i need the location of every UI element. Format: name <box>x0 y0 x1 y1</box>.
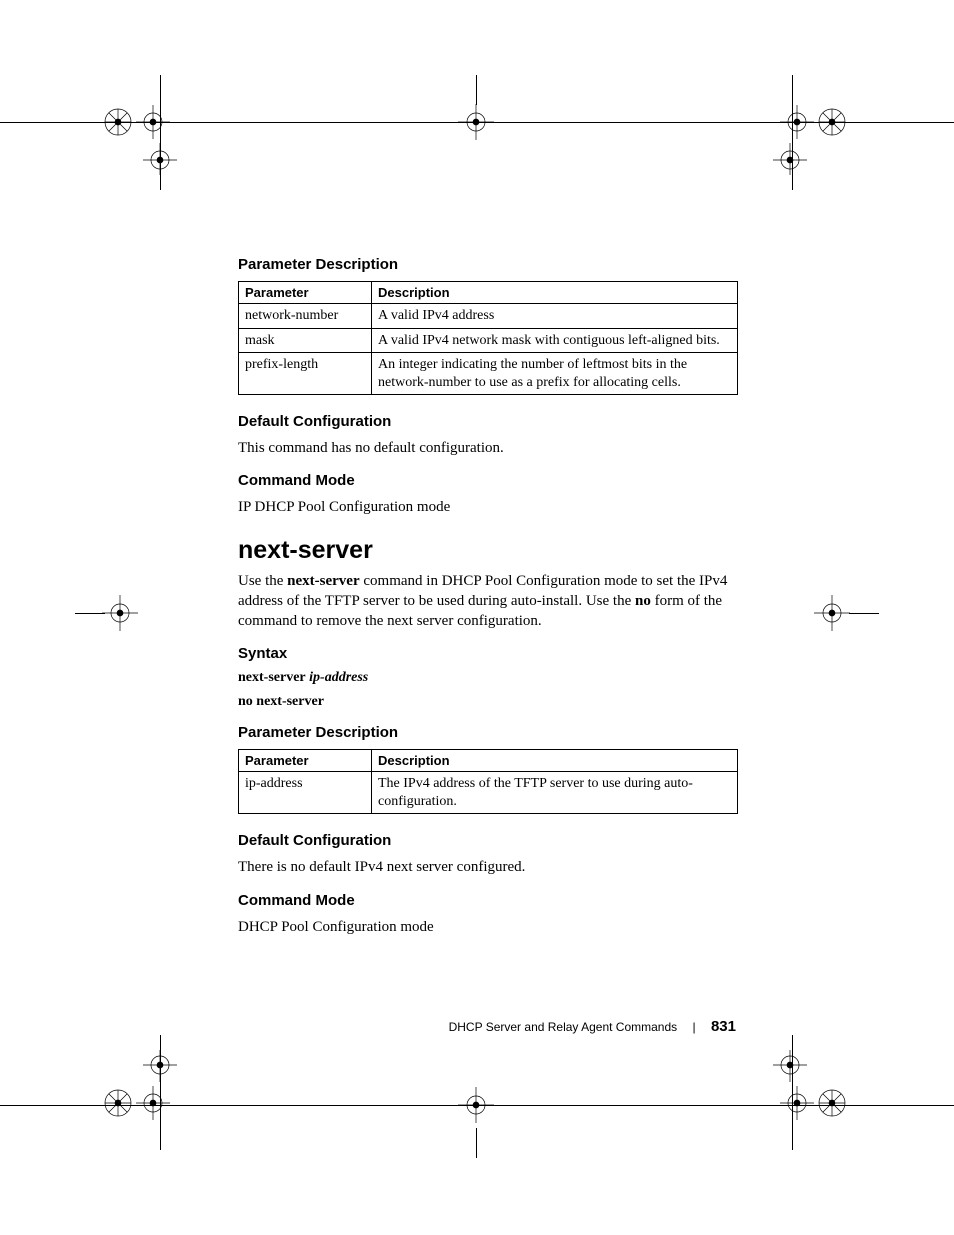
syntax-line-1: next-server ip-address <box>238 670 738 686</box>
param-table-2: Parameter Description ip-address The IPv… <box>238 749 738 814</box>
text-span: Use the <box>238 573 287 589</box>
crop-line-v-br <box>792 1035 793 1150</box>
crop-line-top <box>0 122 954 123</box>
heading-syntax: Syntax <box>238 645 738 662</box>
cell-desc: The IPv4 address of the TFTP server to u… <box>372 772 738 814</box>
text-default-config-1: This command has no default configuratio… <box>238 438 738 458</box>
table-row: prefix-length An integer indicating the … <box>239 353 738 395</box>
param-table-1: Parameter Description network-number A v… <box>238 281 738 395</box>
heading-param-desc-2: Parameter Description <box>238 724 738 741</box>
th-description: Description <box>372 750 738 772</box>
crop-line-v-tl <box>160 75 161 190</box>
heading-default-config-2: Default Configuration <box>238 832 738 849</box>
footer-page-number: 831 <box>711 1018 736 1035</box>
regmark-right-center <box>812 593 852 633</box>
crop-line-bottom <box>0 1105 954 1106</box>
cell-desc: A valid IPv4 address <box>372 304 738 329</box>
cell-param: network-number <box>239 304 372 329</box>
page-footer: DHCP Server and Relay Agent Commands | 8… <box>449 1018 736 1035</box>
regmark-top-right <box>765 85 855 175</box>
text-command-mode-1: IP DHCP Pool Configuration mode <box>238 497 738 517</box>
heading-command-mode-1: Command Mode <box>238 472 738 489</box>
regmark-left-center <box>100 593 140 633</box>
syntax-keyword: no next-server <box>238 694 324 709</box>
syntax-arg: ip-address <box>309 670 368 685</box>
th-description: Description <box>372 282 738 304</box>
footer-separator: | <box>693 1020 696 1034</box>
crop-tick-left <box>75 613 105 614</box>
table-row: ip-address The IPv4 address of the TFTP … <box>239 772 738 814</box>
syntax-line-2: no next-server <box>238 694 738 710</box>
text-default-config-2: There is no default IPv4 next server con… <box>238 857 738 877</box>
th-parameter: Parameter <box>239 750 372 772</box>
cell-param: mask <box>239 328 372 353</box>
text-bold: next-server <box>287 573 359 589</box>
command-title: next-server <box>238 536 738 565</box>
cell-desc: An integer indicating the number of left… <box>372 353 738 395</box>
regmark-bottom-right <box>765 1050 855 1140</box>
regmark-bottom-left <box>95 1050 185 1140</box>
cell-desc: A valid IPv4 network mask with contiguou… <box>372 328 738 353</box>
crop-line-v-tr <box>792 75 793 190</box>
heading-param-desc-1: Parameter Description <box>238 256 738 273</box>
table-row: mask A valid IPv4 network mask with cont… <box>239 328 738 353</box>
crop-tick-top <box>476 75 477 105</box>
text-command-mode-2: DHCP Pool Configuration mode <box>238 917 738 937</box>
syntax-keyword: next-server <box>238 670 306 685</box>
crop-tick-right <box>849 613 879 614</box>
heading-default-config-1: Default Configuration <box>238 413 738 430</box>
heading-command-mode-2: Command Mode <box>238 892 738 909</box>
crop-tick-bottom <box>476 1128 477 1158</box>
cell-param: prefix-length <box>239 353 372 395</box>
crop-line-v-bl <box>160 1035 161 1150</box>
text-bold: no <box>635 593 651 609</box>
page-content: Parameter Description Parameter Descript… <box>238 256 738 951</box>
th-parameter: Parameter <box>239 282 372 304</box>
command-description: Use the next-server command in DHCP Pool… <box>238 571 738 632</box>
table-row: network-number A valid IPv4 address <box>239 304 738 329</box>
footer-chapter: DHCP Server and Relay Agent Commands <box>449 1020 678 1034</box>
regmark-top-left <box>95 85 185 175</box>
cell-param: ip-address <box>239 772 372 814</box>
